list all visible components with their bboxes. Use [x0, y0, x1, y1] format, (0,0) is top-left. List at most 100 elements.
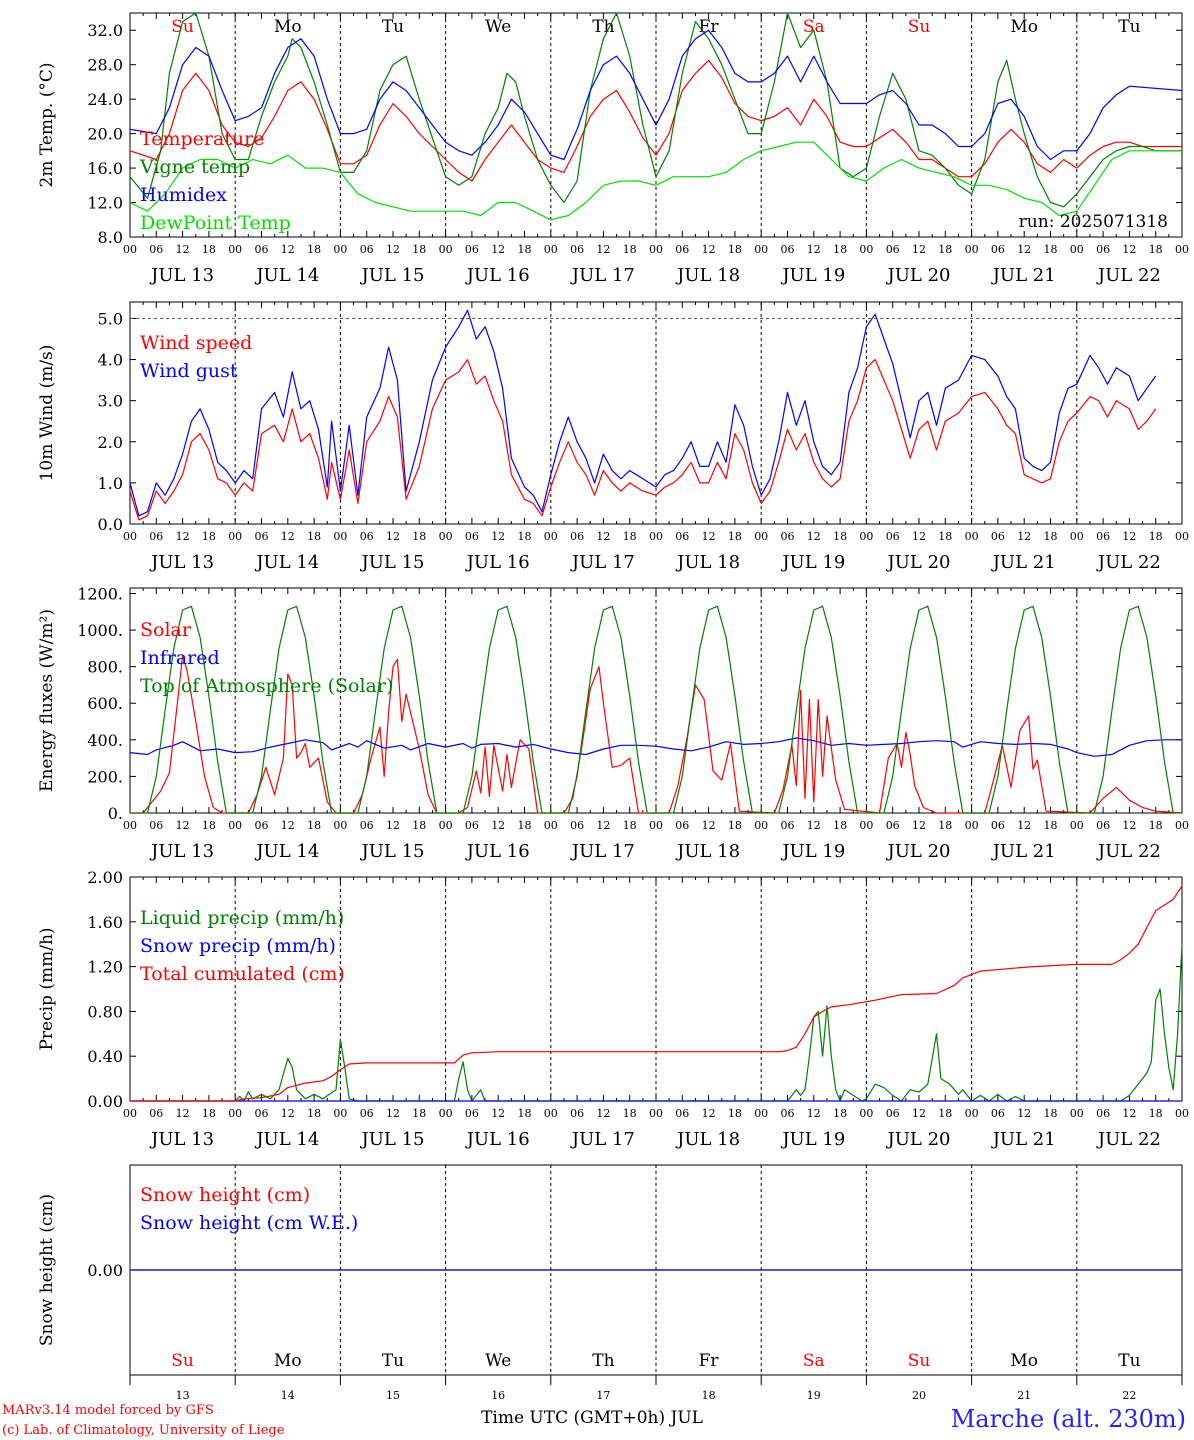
y-tick-label: 1.0	[98, 474, 123, 493]
hour-tick-label: 18	[938, 1107, 952, 1120]
weekday-label: Th	[592, 17, 614, 37]
weekday-label: Su	[171, 1351, 194, 1371]
hour-tick-label: 00	[859, 819, 873, 832]
hour-tick-label: 12	[176, 243, 190, 256]
hour-tick-label: 12	[281, 530, 295, 543]
date-label: JUL 19	[780, 1129, 845, 1150]
hour-tick-label: 06	[675, 243, 689, 256]
day-number-label: 22	[1122, 1389, 1136, 1402]
date-label: JUL 16	[465, 552, 530, 573]
hour-tick-label: 00	[754, 819, 768, 832]
series-line-infrared	[129, 737, 1182, 757]
credit-line-2: (c) Lab. of Climatology, University of L…	[2, 1423, 285, 1438]
hour-tick-label: 18	[307, 243, 321, 256]
weekday-label: Su	[908, 17, 931, 37]
y-tick-label: 0.00	[87, 1261, 123, 1280]
hour-tick-label: 06	[149, 530, 163, 543]
date-label: JUL 20	[886, 841, 951, 862]
legend-entry: Vigne temp	[139, 156, 250, 178]
hour-tick-label: 00	[1175, 1107, 1189, 1120]
hour-tick-label: 12	[1122, 243, 1136, 256]
hour-tick-label: 06	[149, 243, 163, 256]
hour-tick-label: 12	[596, 1107, 610, 1120]
hour-tick-label: 12	[912, 819, 926, 832]
hour-tick-label: 18	[623, 530, 637, 543]
date-label: JUL 21	[991, 552, 1056, 573]
date-label: JUL 22	[1096, 1129, 1161, 1150]
y-tick-label: 12.0	[87, 194, 123, 213]
hour-tick-label: 00	[333, 530, 347, 543]
hour-tick-label: 18	[202, 530, 216, 543]
hour-tick-label: 12	[807, 1107, 821, 1120]
weekday-label: Su	[908, 1351, 931, 1371]
hour-tick-label: 06	[149, 1107, 163, 1120]
legend-entry: Snow precip (mm/h)	[140, 935, 336, 957]
day-number-label: 17	[596, 1389, 610, 1402]
weekday-label: We	[485, 1351, 511, 1371]
hour-tick-label: 00	[965, 1107, 979, 1120]
hour-tick-label: 00	[228, 1107, 242, 1120]
hour-tick-label: 18	[1149, 243, 1163, 256]
y-axis-label: Energy fluxes (W/m²)	[37, 609, 57, 792]
day-number-label: 21	[1017, 1389, 1031, 1402]
hour-tick-label: 12	[912, 243, 926, 256]
hour-tick-label: 06	[360, 819, 374, 832]
date-label: JUL 13	[149, 552, 214, 573]
y-tick-label: 0.00	[87, 1092, 123, 1111]
hour-tick-label: 18	[938, 530, 952, 543]
day-number-label: 14	[281, 1389, 295, 1402]
hour-tick-label: 12	[702, 530, 716, 543]
legend-entry: Infrared	[140, 647, 220, 669]
date-label: JUL 15	[360, 1129, 425, 1150]
y-axis-label: 10m Wind (m/s)	[37, 345, 57, 482]
y-axis-label: Snow height (cm)	[37, 1194, 57, 1346]
date-label: JUL 16	[465, 265, 530, 286]
hour-tick-label: 06	[255, 1107, 269, 1120]
hour-tick-label: 00	[544, 819, 558, 832]
hour-tick-label: 18	[202, 1107, 216, 1120]
hour-tick-label: 06	[1096, 243, 1110, 256]
hour-tick-label: 00	[965, 243, 979, 256]
hour-tick-label: 06	[1096, 819, 1110, 832]
hour-tick-label: 18	[412, 819, 426, 832]
hour-tick-label: 18	[518, 1107, 532, 1120]
weekday-label: Tu	[382, 17, 404, 37]
hour-tick-label: 00	[439, 530, 453, 543]
footer: MARv3.14 model forced by GFS (c) Lab. of…	[2, 1403, 1186, 1438]
legend-entry: Wind speed	[140, 332, 252, 354]
date-label: JUL 18	[675, 1129, 740, 1150]
y-tick-label: 32.0	[87, 21, 123, 40]
hour-tick-label: 12	[596, 819, 610, 832]
series-line-temperature	[129, 59, 1182, 182]
series-line-wind-speed	[129, 359, 1157, 521]
weekday-label: Mo	[1010, 17, 1038, 37]
hour-tick-label: 18	[728, 243, 742, 256]
hour-tick-label: 18	[202, 819, 216, 832]
date-label: JUL 18	[675, 841, 740, 862]
date-label: JUL 14	[254, 552, 319, 573]
weekday-label: Th	[592, 1351, 614, 1371]
date-label: JUL 13	[149, 841, 214, 862]
hour-tick-label: 06	[465, 243, 479, 256]
y-tick-label: 600.	[87, 694, 123, 713]
date-label: JUL 14	[254, 841, 319, 862]
hour-tick-label: 18	[833, 1107, 847, 1120]
hour-tick-label: 12	[702, 243, 716, 256]
plot-frame	[129, 587, 1183, 814]
day-number-label: 13	[176, 1389, 190, 1402]
weekday-label: Tu	[1118, 17, 1140, 37]
y-tick-label: 1.20	[87, 958, 123, 977]
date-label: JUL 13	[149, 1129, 214, 1150]
hour-tick-label: 00	[228, 819, 242, 832]
hour-tick-label: 12	[1122, 530, 1136, 543]
y-tick-label: 400.	[87, 731, 123, 750]
date-label: JUL 20	[886, 552, 951, 573]
hour-tick-label: 06	[991, 819, 1005, 832]
hour-tick-label: 06	[886, 530, 900, 543]
hour-tick-label: 06	[991, 530, 1005, 543]
hour-tick-label: 12	[702, 819, 716, 832]
series-line-wind-gust	[129, 309, 1157, 517]
hour-tick-label: 06	[675, 819, 689, 832]
hour-tick-label: 06	[1096, 1107, 1110, 1120]
y-tick-label: 1.60	[87, 913, 123, 932]
